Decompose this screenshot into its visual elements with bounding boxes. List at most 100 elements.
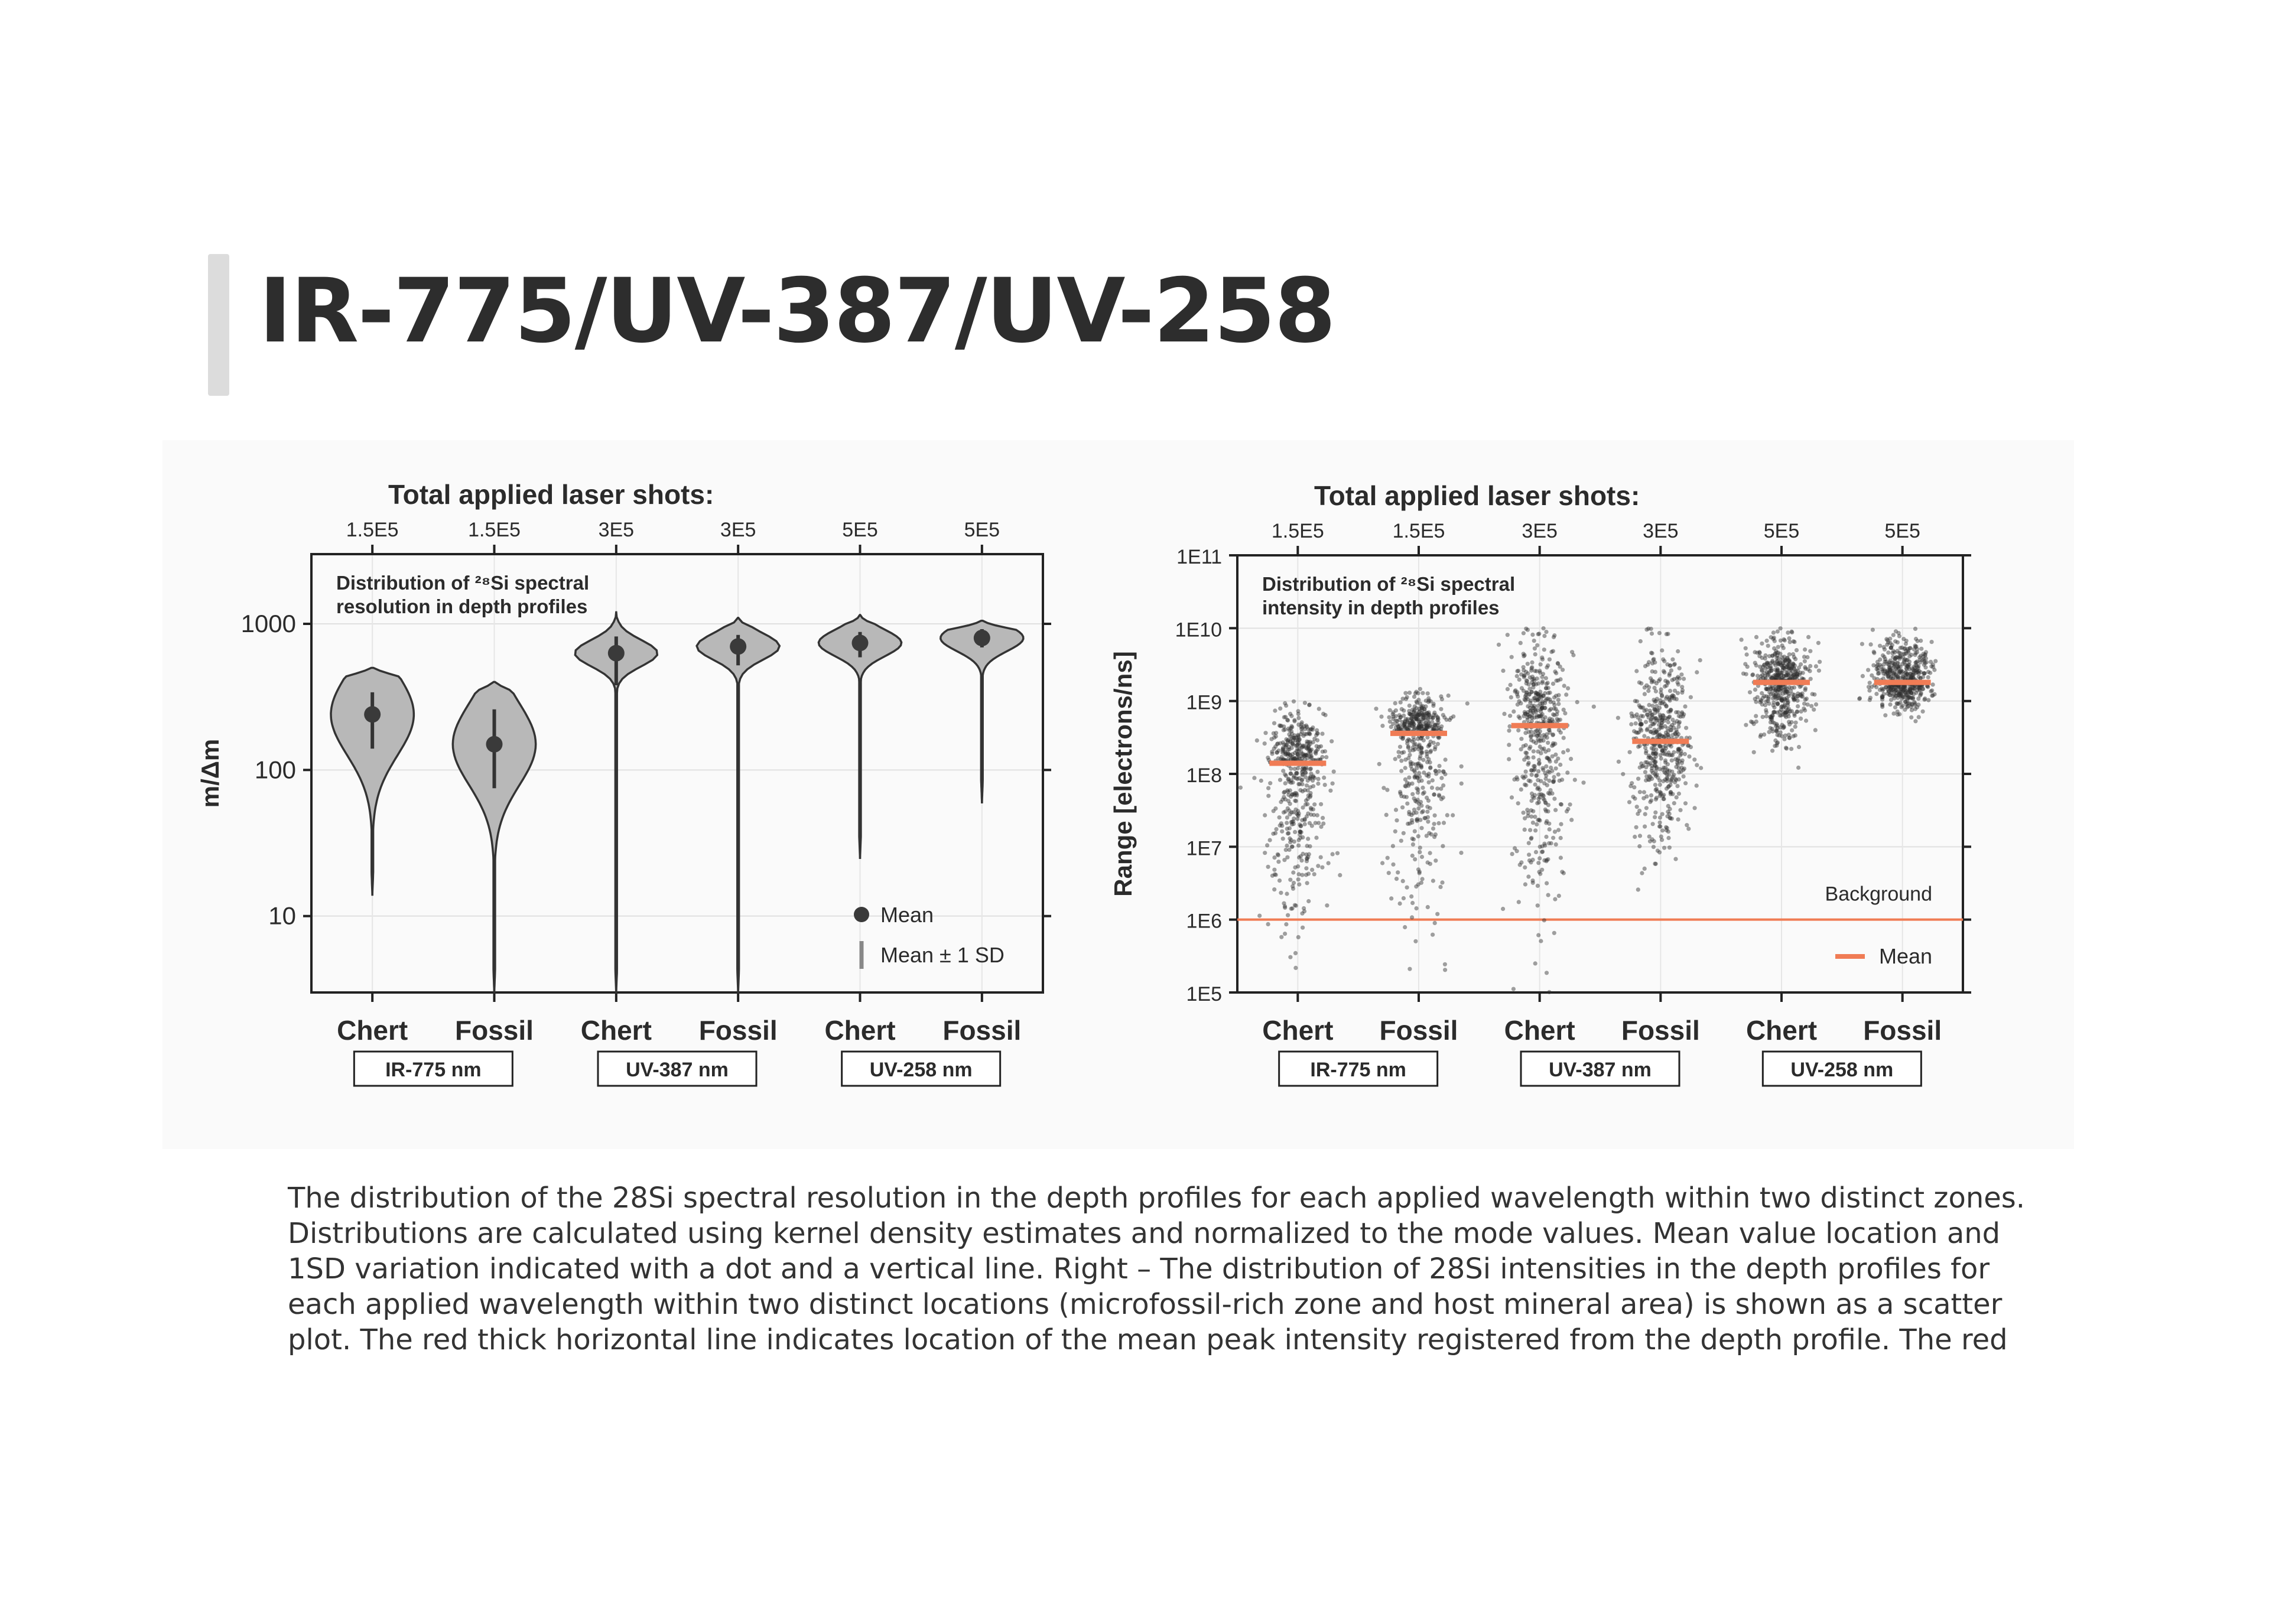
scatter-point [1692, 806, 1697, 811]
scatter-point [1523, 743, 1528, 747]
scatter-point [1379, 714, 1384, 719]
scatter-point [1897, 669, 1902, 674]
scatter-point [1793, 720, 1798, 725]
scatter-point [1419, 810, 1424, 815]
scatter-point [1658, 714, 1663, 719]
scatter-point [1903, 642, 1908, 646]
scatter-point [1286, 913, 1290, 917]
scatter-point [1416, 710, 1421, 714]
scatter-point [1322, 775, 1327, 780]
scatter-point [1390, 712, 1395, 717]
scatter-point [1528, 779, 1533, 783]
scatter-point [1666, 750, 1671, 755]
scatter-point [1447, 718, 1452, 722]
scatter-point [1413, 939, 1418, 943]
x-tick-label: Chert [824, 1015, 895, 1046]
mean-dot [364, 706, 381, 723]
scatter-point [1302, 818, 1307, 822]
scatter-point [1652, 760, 1657, 764]
scatter-point [1316, 707, 1321, 711]
scatter-point [1299, 824, 1303, 828]
scatter-point [1544, 682, 1549, 686]
scatter-point [1918, 676, 1923, 681]
scatter-point [1665, 679, 1670, 684]
scatter-point [1537, 795, 1542, 800]
scatter-point [1674, 727, 1679, 732]
scatter-point [1774, 694, 1779, 699]
scatter-point [1418, 754, 1423, 759]
scatter-point [1438, 884, 1443, 889]
scatter-point [1298, 824, 1303, 829]
scatter-point [1561, 707, 1566, 712]
scatter-point [1296, 735, 1301, 740]
scatter-point [1652, 657, 1656, 662]
scatter-point [1435, 715, 1441, 720]
scatter-point [1637, 680, 1641, 685]
scatter-point [1667, 673, 1672, 678]
scatter-point [1669, 694, 1674, 699]
scatter-point [1655, 718, 1660, 723]
legend-sd-label: Mean ± 1 SD [880, 943, 1005, 967]
scatter-point [1433, 745, 1438, 750]
scatter-point [1397, 744, 1403, 749]
scatter-point [1412, 747, 1417, 752]
scatter-point [1668, 790, 1673, 795]
scatter-point [1307, 776, 1312, 780]
scatter-point [1769, 635, 1773, 640]
scatter-point [1659, 687, 1663, 692]
scatter-point [1575, 699, 1579, 705]
scatter-point [1887, 666, 1892, 671]
scatter-point [1550, 733, 1555, 737]
scatter-point [1435, 715, 1440, 720]
scatter-point [1413, 773, 1418, 778]
scatter-point [1914, 668, 1920, 672]
scatter-point [1911, 672, 1916, 677]
scatter-point [1522, 757, 1527, 762]
scatter-point [1663, 733, 1668, 738]
scatter-point [1928, 671, 1933, 675]
scatter-point [1882, 669, 1887, 673]
scatter-point [1769, 666, 1774, 671]
scatter-point [1547, 770, 1552, 774]
scatter-point [1653, 797, 1658, 802]
scatter-point [1885, 638, 1890, 643]
scatter-point [1295, 743, 1300, 747]
scatter-point [1416, 867, 1421, 872]
scatter-point [1402, 708, 1406, 713]
y-tick-label: 100 [255, 756, 296, 783]
scatter-point [1426, 757, 1431, 761]
scatter-point [1306, 743, 1311, 748]
mean-dot [973, 629, 990, 646]
scatter-point [1302, 727, 1307, 731]
scatter-point [1748, 719, 1754, 724]
scatter-point [1914, 664, 1920, 669]
scatter-point [1793, 733, 1797, 738]
scatter-point [1778, 662, 1783, 667]
scatter-point [1296, 935, 1301, 939]
scatter-point [1657, 850, 1662, 855]
scatter-point [1903, 691, 1908, 695]
scatter-point [1419, 724, 1423, 728]
scatter-point [1886, 675, 1891, 680]
scatter-point [1282, 715, 1286, 720]
scatter-point [1764, 708, 1769, 712]
scatter-point [1804, 697, 1809, 701]
scatter-point [1787, 662, 1792, 666]
scatter-point [1416, 779, 1421, 783]
scatter-point [1666, 735, 1671, 740]
scatter-point [1410, 724, 1415, 728]
scatter-point [1899, 668, 1903, 673]
scatter-point [1540, 712, 1545, 717]
scatter-point [1296, 715, 1301, 720]
scatter-point [1653, 715, 1658, 721]
scatter-point [1770, 715, 1774, 720]
scatter-point [1280, 757, 1285, 762]
scatter-point [1539, 692, 1543, 697]
scatter-point [1922, 671, 1926, 676]
scatter-point [1301, 733, 1306, 738]
scatter-point [1536, 692, 1540, 697]
scatter-point [1660, 648, 1665, 653]
scatter-point [1643, 812, 1647, 816]
scatter-point [1900, 704, 1905, 708]
scatter-point [1296, 782, 1301, 786]
